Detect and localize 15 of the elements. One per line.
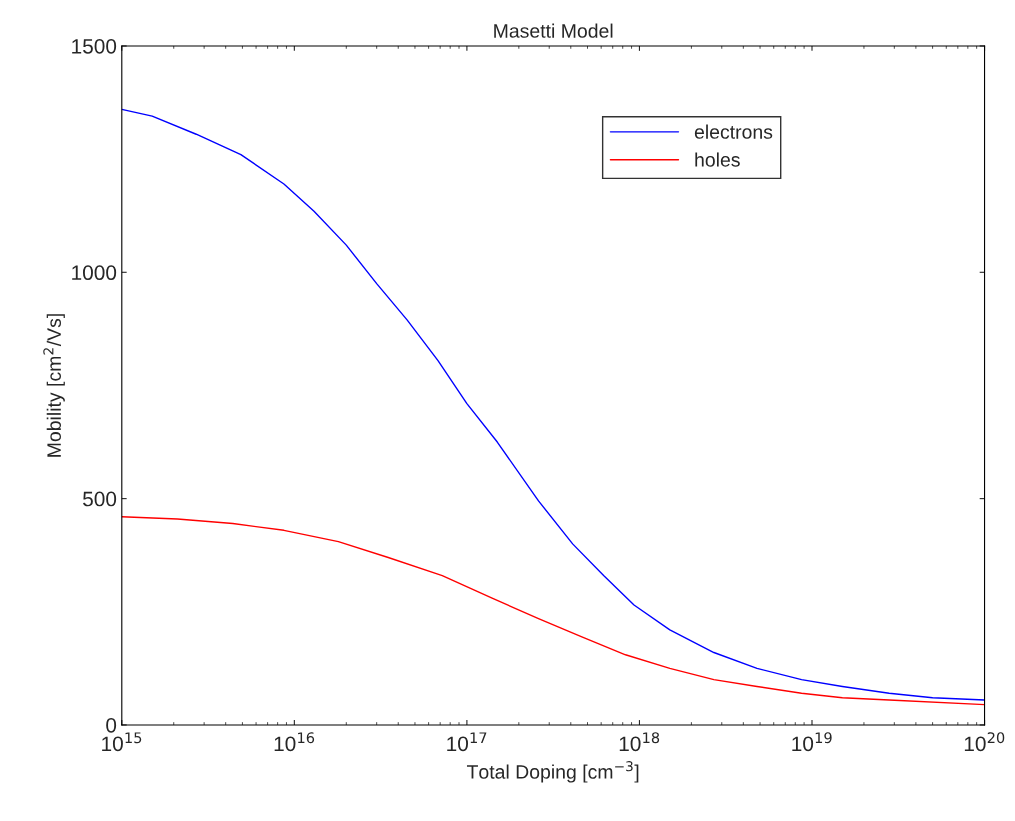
x-tick-label: 10$^{17}$ [447, 732, 487, 752]
legend-label: holes [695, 152, 740, 167]
y-tick-label: 1000 [72, 265, 117, 281]
x-tick-label: 10$^{20}$ [964, 732, 1005, 752]
x-tick-label: 10$^{18}$ [619, 732, 660, 752]
y-tick-label: 1500 [72, 38, 117, 54]
y-tick-label: 0 [106, 717, 117, 733]
chart-title: Masetti Model [494, 23, 613, 38]
y-tick-label: 500 [83, 491, 117, 507]
x-axis-title: Total Doping [cm$^{−3}$] [466, 761, 639, 783]
x-tick-label: 10$^{15}$ [102, 732, 142, 752]
x-tick-label: 10$^{19}$ [792, 732, 832, 752]
x-tick-label: 10$^{16}$ [274, 732, 315, 752]
y-axis-title: Mobility [cm$^{2}$/Vs] [43, 314, 65, 457]
legend-label: electrons [694, 124, 773, 139]
